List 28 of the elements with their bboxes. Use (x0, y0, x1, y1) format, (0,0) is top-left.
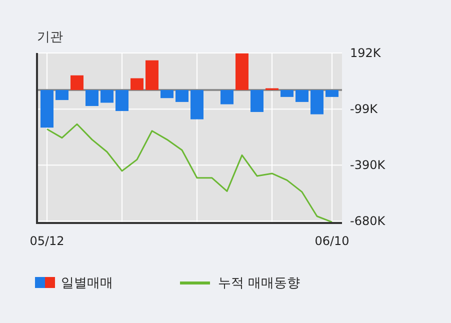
y-tick-label: -680K (350, 214, 386, 228)
y-tick-label: 192K (350, 46, 382, 60)
y-tick-label: -390K (350, 158, 386, 172)
bar (116, 90, 128, 112)
bar (310, 90, 324, 114)
bar (86, 90, 98, 106)
bar (70, 75, 84, 90)
x-tick-label: 06/10 (314, 234, 350, 248)
bar (160, 90, 174, 98)
bar (176, 90, 188, 102)
bar (236, 53, 248, 90)
legend-label: 일별매매 (61, 276, 113, 291)
bar (146, 60, 158, 90)
legend-label: 누적 매매동향 (218, 276, 300, 291)
x-tick-label: 05/12 (30, 234, 64, 248)
bar (40, 90, 54, 128)
bar (326, 90, 338, 97)
bar (220, 90, 234, 104)
line-series (46, 123, 333, 223)
bar (296, 90, 308, 102)
bar (280, 90, 294, 97)
bar (130, 78, 144, 90)
bar (250, 90, 264, 112)
bar (100, 90, 114, 103)
chart-title: 기관 (37, 30, 63, 45)
bar (190, 90, 204, 120)
y-tick-label: -99K (350, 102, 379, 116)
bar (56, 90, 68, 100)
